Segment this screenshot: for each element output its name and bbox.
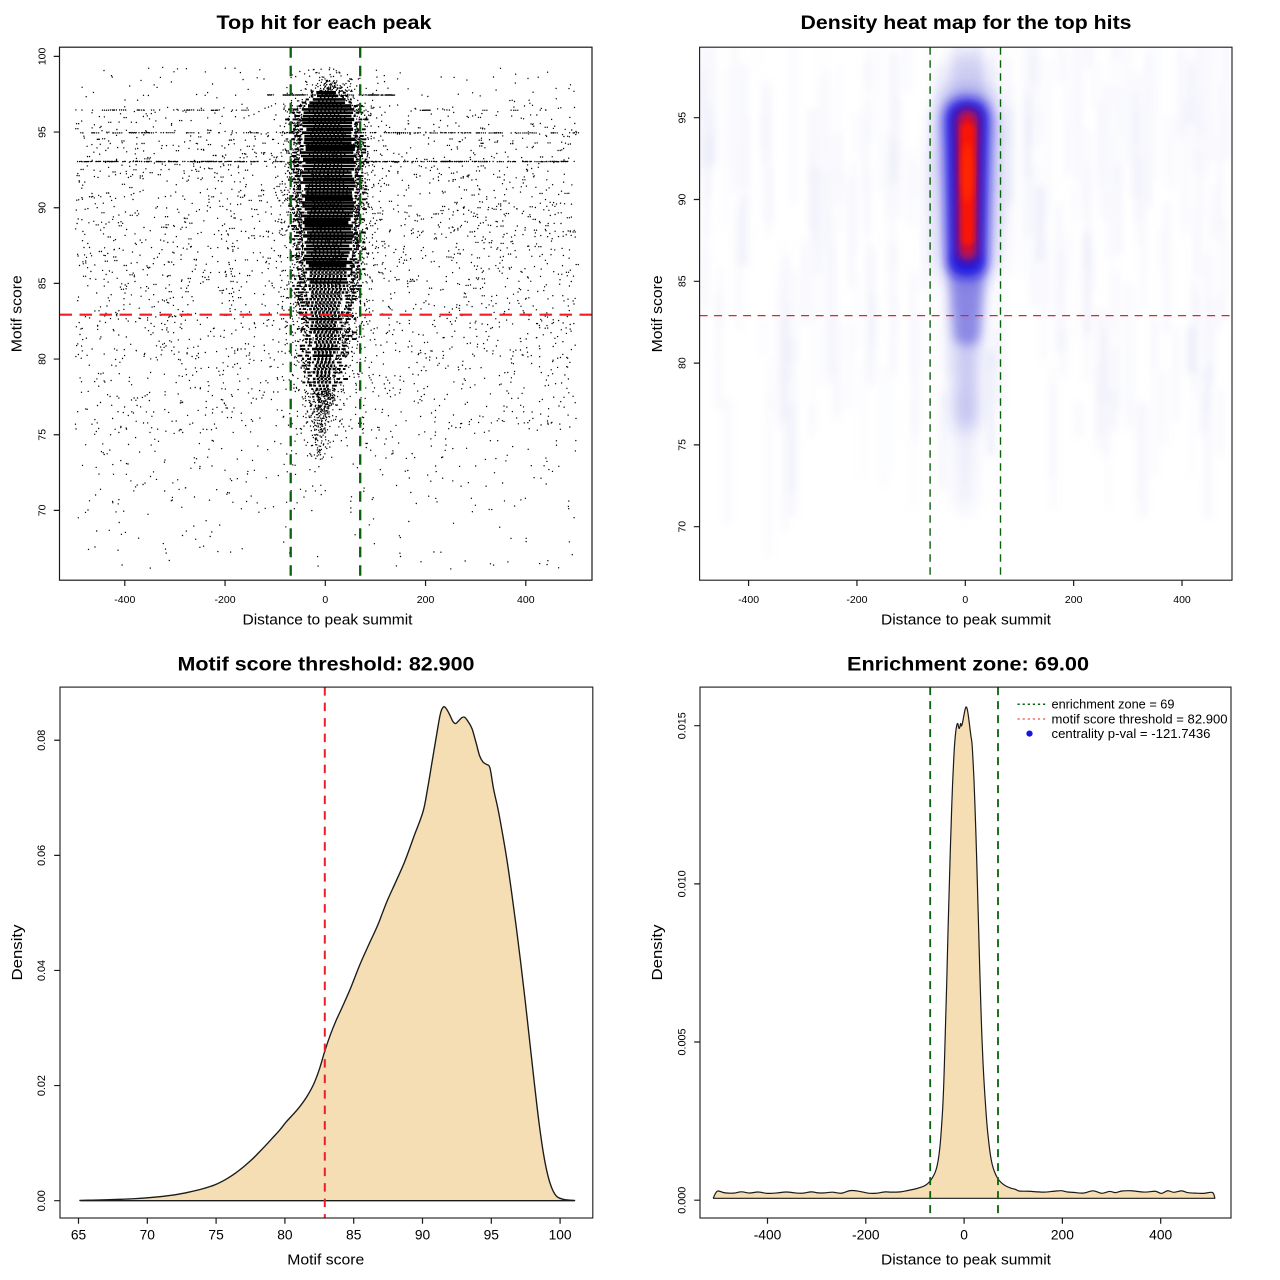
svg-text:0: 0 [322,594,328,606]
svg-text:motif score threshold = 82.900: motif score threshold = 82.900 [1052,711,1228,726]
svg-text:enrichment zone = 69: enrichment zone = 69 [1052,697,1175,712]
svg-text:0: 0 [960,1228,968,1243]
svg-text:75: 75 [37,429,49,441]
svg-text:200: 200 [1065,594,1083,606]
svg-text:Motif score: Motif score [649,275,666,352]
svg-text:70: 70 [677,521,689,533]
svg-text:centrality p-val = -121.7436: centrality p-val = -121.7436 [1052,726,1211,741]
svg-text:Distance to peak summit: Distance to peak summit [881,612,1052,629]
svg-text:-400: -400 [738,594,759,606]
svg-text:-200: -200 [846,594,867,606]
svg-text:90: 90 [677,194,689,206]
svg-text:-400: -400 [754,1228,782,1243]
svg-text:90: 90 [415,1228,431,1243]
svg-text:85: 85 [677,275,689,287]
svg-text:-200: -200 [215,594,236,606]
svg-text:Density: Density [649,924,666,981]
svg-text:400: 400 [1173,594,1191,606]
svg-text:200: 200 [1051,1228,1074,1243]
svg-text:80: 80 [277,1228,293,1243]
svg-text:Motif score threshold: 82.900: Motif score threshold: 82.900 [178,655,475,676]
svg-text:95: 95 [677,112,689,124]
svg-text:400: 400 [1149,1228,1172,1243]
svg-text:70: 70 [37,504,49,516]
svg-text:65: 65 [71,1228,87,1243]
svg-text:Distance to peak summit: Distance to peak summit [243,612,414,629]
svg-text:0: 0 [962,594,968,606]
svg-text:Top hit for each peak: Top hit for each peak [217,13,432,34]
svg-text:85: 85 [37,277,49,289]
svg-text:-400: -400 [114,594,135,606]
svg-text:95: 95 [37,126,49,138]
svg-text:Distance to peak summit: Distance to peak summit [881,1252,1052,1269]
svg-text:70: 70 [140,1228,156,1243]
svg-text:85: 85 [346,1228,362,1243]
svg-text:100: 100 [37,47,49,65]
svg-text:0.010: 0.010 [677,870,689,897]
svg-text:0.02: 0.02 [36,1075,48,1096]
svg-text:200: 200 [417,594,435,606]
svg-text:0.06: 0.06 [36,845,48,866]
svg-text:95: 95 [484,1228,500,1243]
svg-text:75: 75 [208,1228,224,1243]
svg-text:100: 100 [549,1228,572,1243]
svg-text:Density: Density [9,924,26,981]
svg-text:Motif score: Motif score [9,275,26,352]
svg-text:0.08: 0.08 [36,730,48,751]
svg-text:400: 400 [517,594,535,606]
svg-text:0.00: 0.00 [36,1190,48,1211]
svg-text:Density heat map for the top h: Density heat map for the top hits [801,13,1132,34]
svg-text:Enrichment zone: 69.00: Enrichment zone: 69.00 [847,655,1089,676]
svg-text:Motif score: Motif score [287,1252,364,1269]
svg-text:0.000: 0.000 [677,1187,689,1214]
svg-text:0.005: 0.005 [677,1028,689,1055]
svg-text:-200: -200 [852,1228,880,1243]
svg-text:0.015: 0.015 [677,712,689,739]
svg-text:0.04: 0.04 [36,960,48,981]
svg-text:80: 80 [37,353,49,365]
svg-text:80: 80 [677,357,689,369]
svg-text:75: 75 [677,439,689,451]
svg-text:90: 90 [37,202,49,214]
